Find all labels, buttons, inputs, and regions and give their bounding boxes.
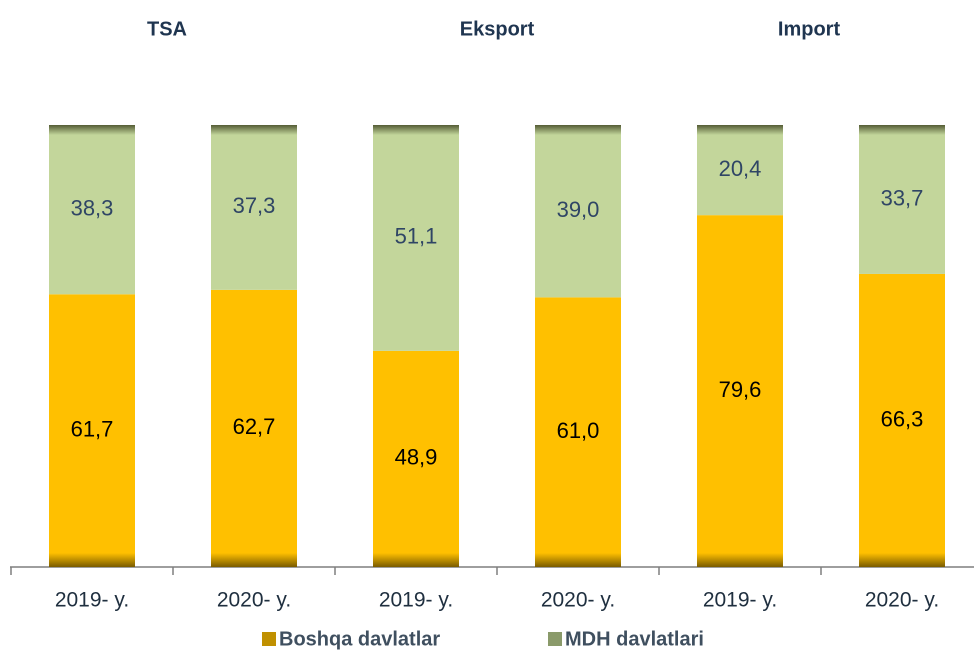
legend-marker bbox=[548, 632, 562, 646]
bar-segment bbox=[859, 125, 945, 274]
bar-bottom-shade bbox=[859, 553, 945, 567]
bar-segment bbox=[211, 125, 297, 290]
bar-segment bbox=[49, 125, 135, 295]
bar-bottom-shade bbox=[373, 553, 459, 567]
x-tick-label: 2020- y. bbox=[541, 589, 615, 612]
bar-segment bbox=[373, 125, 459, 351]
data-label: 61,7 bbox=[71, 416, 114, 441]
data-label: 66,3 bbox=[881, 406, 924, 431]
bar-top-shade bbox=[535, 125, 621, 135]
bar-bottom-shade bbox=[697, 553, 783, 567]
data-label: 20,4 bbox=[719, 156, 762, 181]
x-tick-label: 2020- y. bbox=[865, 589, 939, 612]
legend-marker bbox=[262, 632, 276, 646]
x-tick-label: 2020- y. bbox=[217, 589, 291, 612]
legend-label: MDH davlatlari bbox=[565, 628, 704, 650]
x-tick-label: 2019- y. bbox=[379, 589, 453, 612]
bar-bottom-shade bbox=[49, 553, 135, 567]
bar-top-shade bbox=[211, 125, 297, 135]
data-label: 39,0 bbox=[557, 197, 600, 222]
bar-segment bbox=[697, 215, 783, 567]
bar-segment bbox=[535, 297, 621, 567]
x-tick-label: 2019- y. bbox=[703, 589, 777, 612]
bar-segment bbox=[49, 294, 135, 567]
data-label: 51,1 bbox=[395, 224, 438, 249]
legend-label: Boshqa davlatlar bbox=[279, 628, 440, 650]
bar-top-shade bbox=[697, 125, 783, 135]
data-label: 61,0 bbox=[557, 418, 600, 443]
data-label: 38,3 bbox=[71, 195, 114, 220]
data-label: 37,3 bbox=[233, 193, 276, 218]
bar-segment bbox=[535, 125, 621, 298]
data-label: 79,6 bbox=[719, 377, 762, 402]
data-label: 48,9 bbox=[395, 445, 438, 470]
bar-segment bbox=[373, 350, 459, 567]
bar-top-shade bbox=[373, 125, 459, 135]
bar-segment bbox=[211, 289, 297, 567]
bar-bottom-shade bbox=[211, 553, 297, 567]
group-title: Eksport bbox=[460, 18, 535, 40]
bar-segment bbox=[697, 125, 783, 216]
bar-segment bbox=[859, 273, 945, 567]
bar-top-shade bbox=[49, 125, 135, 135]
bar-top-shade bbox=[859, 125, 945, 135]
group-title: TSA bbox=[147, 18, 187, 40]
data-label: 33,7 bbox=[881, 185, 924, 210]
bar-bottom-shade bbox=[535, 553, 621, 567]
group-title: Import bbox=[778, 18, 841, 40]
x-tick-label: 2019- y. bbox=[55, 589, 129, 612]
data-label: 62,7 bbox=[233, 414, 276, 439]
